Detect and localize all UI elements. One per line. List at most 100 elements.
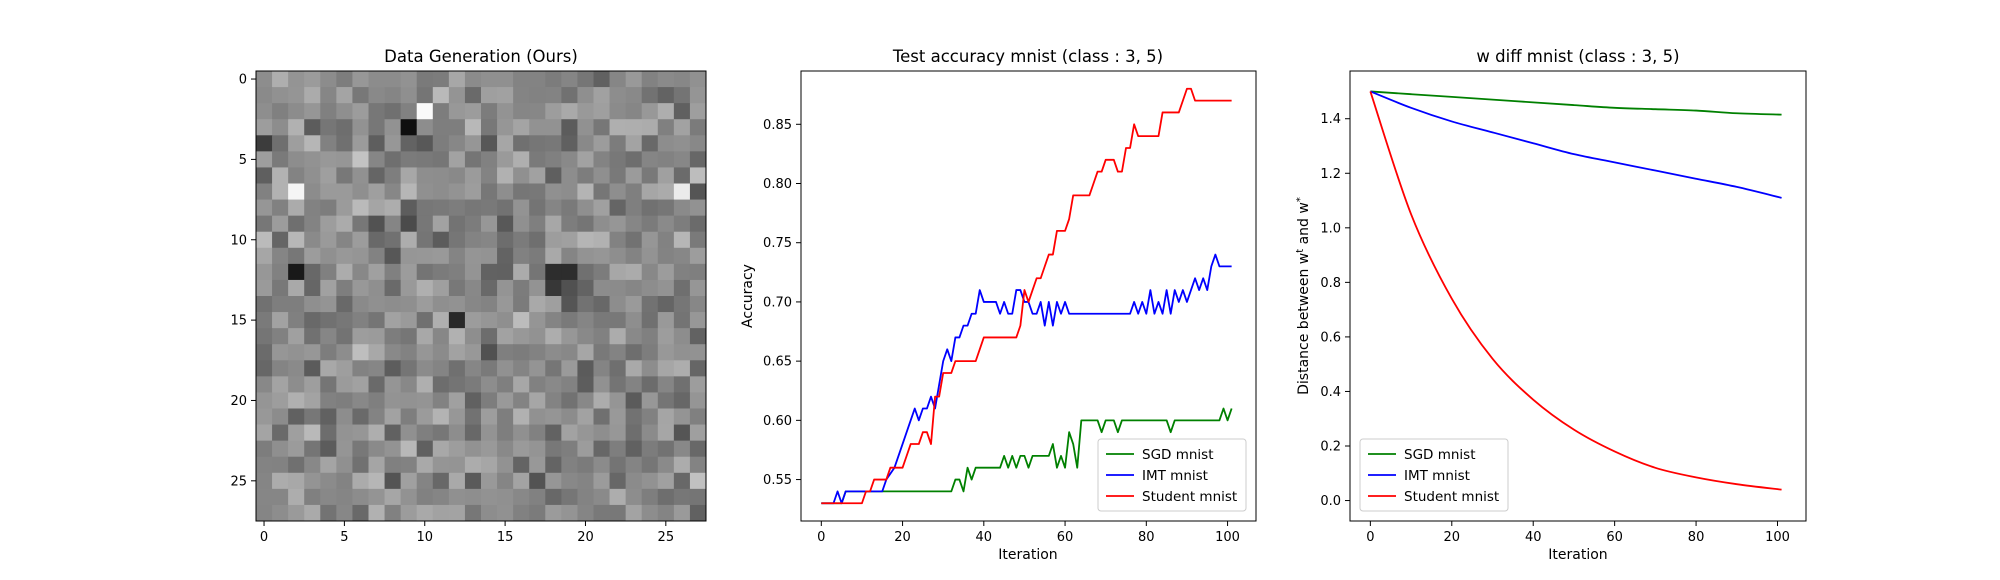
y-tick-label: 0.70 — [763, 295, 792, 310]
heatmap-pixel — [561, 424, 578, 442]
heatmap-pixel — [416, 215, 434, 233]
heatmap-pixel — [545, 215, 562, 233]
heatmap-pixel — [368, 103, 385, 120]
heatmap-pixel — [336, 183, 353, 200]
heatmap-pixel — [416, 312, 434, 329]
heatmap-pixel — [304, 424, 321, 442]
heatmap-pixel — [513, 392, 530, 409]
heatmap-pixel — [416, 199, 434, 217]
heatmap-pixel — [256, 296, 273, 313]
heatmap-pixel — [336, 135, 353, 152]
heatmap-pixel — [657, 87, 675, 104]
heatmap-pixel — [577, 392, 594, 409]
heatmap-pixel — [673, 199, 691, 217]
y-tick-label: 20 — [230, 394, 247, 409]
heatmap-pixel — [272, 328, 289, 345]
heatmap-pixel — [368, 312, 385, 329]
heatmap-pixel — [513, 328, 530, 345]
heatmap-pixel — [689, 247, 707, 265]
heatmap-pixel — [609, 296, 627, 313]
heatmap-pixel — [352, 488, 369, 506]
heatmap-pixel — [464, 135, 482, 152]
heatmap-pixel — [416, 392, 434, 409]
heatmap-pixel — [577, 376, 594, 393]
heatmap-pixel — [448, 263, 466, 281]
heatmap-pixel — [577, 504, 594, 522]
heatmap-pixel — [689, 199, 707, 217]
heatmap-pixel — [657, 279, 675, 297]
heatmap-pixel — [641, 328, 659, 345]
heatmap-pixel — [481, 119, 498, 136]
heatmap-pixel — [400, 344, 418, 361]
heatmap-pixel — [577, 344, 594, 361]
heatmap-pixel — [641, 183, 659, 200]
heatmap-pixel — [609, 328, 627, 345]
heatmap-pixel — [448, 199, 466, 217]
heatmap-pixel — [352, 135, 369, 152]
heatmap-pixel — [432, 360, 450, 377]
heatmap-pixel — [416, 456, 434, 474]
heatmap-pixel — [432, 296, 450, 313]
heatmap-pixel — [481, 296, 498, 313]
heatmap-pixel — [256, 360, 273, 377]
heatmap-pixel — [561, 504, 578, 522]
heatmap-pixel — [689, 424, 707, 442]
heatmap-pixel — [400, 456, 418, 474]
heatmap-pixel — [304, 360, 321, 377]
heatmap-pixel — [497, 263, 514, 281]
heatmap-pixel — [577, 231, 594, 249]
panel-test-accuracy: Test accuracy mnist (class : 3, 5) 0 20 40… — [740, 47, 1257, 563]
heatmap-pixel — [272, 424, 289, 442]
heatmap-pixel — [497, 199, 514, 217]
heatmap-pixel — [320, 71, 337, 88]
legend-label: SGD mnist — [1142, 447, 1214, 463]
heatmap-pixel — [352, 279, 369, 297]
heatmap-pixel — [673, 119, 691, 136]
heatmap-pixel — [304, 279, 321, 297]
heatmap-pixel — [304, 135, 321, 152]
heatmap-pixel — [464, 247, 482, 265]
heatmap-pixel — [384, 344, 402, 361]
heatmap-pixel — [288, 167, 305, 184]
heatmap-pixel — [513, 135, 530, 152]
heatmap-pixel — [577, 71, 594, 88]
heatmap-pixel — [448, 328, 466, 345]
heatmap-pixel — [288, 440, 305, 458]
heatmap-pixel — [416, 344, 434, 361]
heatmap-pixel — [673, 135, 691, 152]
heatmap-pixel — [432, 151, 450, 168]
heatmap-pixel — [689, 456, 707, 474]
heatmap-pixel — [577, 183, 594, 200]
heatmap-pixel — [625, 87, 643, 104]
heatmap-pixel — [609, 504, 627, 522]
heatmap-pixel — [336, 87, 353, 104]
heatmap-pixel — [481, 103, 498, 120]
heatmap-pixel — [400, 263, 418, 281]
heatmap-pixel — [336, 392, 353, 409]
heatmap-pixel — [352, 103, 369, 120]
heatmap-pixel — [432, 279, 450, 297]
heatmap-pixel — [416, 360, 434, 377]
heatmap-pixel — [432, 424, 450, 442]
heatmap-pixel — [657, 504, 675, 522]
heatmap-pixel — [336, 263, 353, 281]
heatmap-pixel — [432, 504, 450, 522]
heatmap-pixel — [400, 71, 418, 88]
heatmap-pixel — [384, 151, 402, 168]
heatmap-pixel — [400, 199, 418, 217]
heatmap-pixel — [304, 231, 321, 249]
heatmap-pixel — [673, 263, 691, 281]
heatmap-pixel — [272, 231, 289, 249]
heatmap-pixel — [513, 167, 530, 184]
heatmap-pixel — [416, 472, 434, 490]
heatmap-pixel — [529, 472, 546, 490]
heatmap-pixel — [272, 456, 289, 474]
y-tick-label: 0.85 — [763, 118, 792, 133]
heatmap-pixel — [577, 151, 594, 168]
heatmap-pixel — [481, 135, 498, 152]
heatmap-pixel — [513, 71, 530, 88]
heatmap-pixel — [416, 231, 434, 249]
heatmap-pixel — [577, 408, 594, 425]
heatmap-pixel — [609, 440, 627, 458]
heatmap-pixel — [577, 472, 594, 490]
